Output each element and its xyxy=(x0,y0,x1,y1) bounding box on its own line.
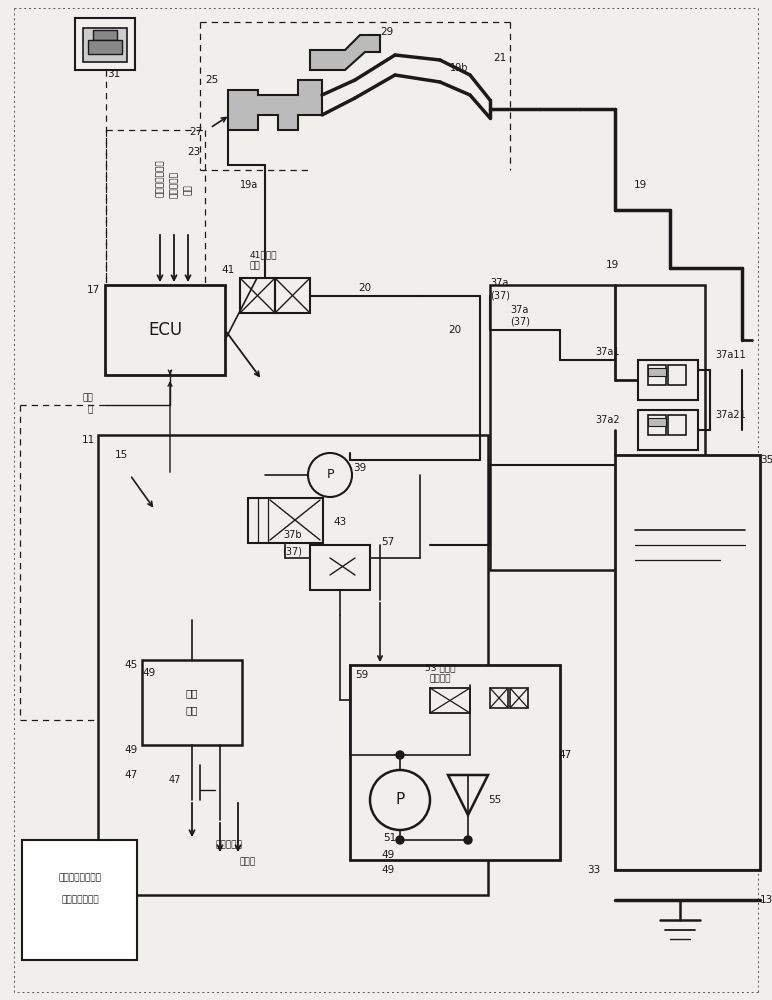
Text: 20: 20 xyxy=(358,283,371,293)
Bar xyxy=(430,688,470,713)
Text: 15: 15 xyxy=(115,450,128,460)
Bar xyxy=(248,498,323,543)
Bar xyxy=(668,365,686,385)
Polygon shape xyxy=(228,80,322,130)
Text: 箱内: 箱内 xyxy=(83,393,93,402)
Bar xyxy=(98,435,488,895)
Text: 25: 25 xyxy=(205,75,218,85)
Text: 57: 57 xyxy=(381,537,394,547)
Text: 49: 49 xyxy=(381,850,395,860)
Text: 13: 13 xyxy=(760,895,772,905)
Bar xyxy=(648,418,666,426)
Bar xyxy=(638,410,698,450)
Text: 21: 21 xyxy=(493,53,506,63)
Text: 41: 41 xyxy=(222,265,235,275)
Bar xyxy=(310,545,370,590)
Text: 警开闭位置: 警开闭位置 xyxy=(170,172,178,198)
Polygon shape xyxy=(310,35,380,70)
Text: 向进气歧管: 向进气歧管 xyxy=(215,840,242,850)
Text: 37b: 37b xyxy=(283,530,302,540)
Bar xyxy=(648,368,666,376)
Text: 35: 35 xyxy=(760,455,772,465)
Bar xyxy=(638,360,698,400)
Text: 43: 43 xyxy=(334,517,347,527)
Text: 37a21: 37a21 xyxy=(715,410,746,420)
Text: 37a2: 37a2 xyxy=(595,415,620,425)
Text: 31: 31 xyxy=(107,69,120,79)
Text: 负压泵侧: 负压泵侧 xyxy=(429,674,451,684)
Text: 的局部漏泄诊断: 的局部漏泄诊断 xyxy=(61,896,99,904)
Text: 车速: 车速 xyxy=(184,185,192,195)
Text: 55: 55 xyxy=(489,795,502,805)
Bar xyxy=(490,285,705,570)
Text: P: P xyxy=(395,792,405,808)
Text: 27: 27 xyxy=(188,127,202,137)
Text: 29: 29 xyxy=(380,27,393,37)
Text: 37a: 37a xyxy=(510,305,528,315)
Text: 47: 47 xyxy=(558,750,571,760)
Text: 11: 11 xyxy=(82,435,95,445)
Text: 37a11: 37a11 xyxy=(715,350,746,360)
Text: 47: 47 xyxy=(169,775,181,785)
Text: 圧: 圧 xyxy=(88,406,93,414)
Text: 49: 49 xyxy=(381,865,395,875)
Circle shape xyxy=(396,751,404,759)
Bar xyxy=(648,365,666,385)
Text: 47: 47 xyxy=(125,770,138,780)
Bar xyxy=(668,415,686,435)
Bar xyxy=(275,278,310,313)
Text: (37): (37) xyxy=(490,291,510,301)
Bar xyxy=(142,660,242,745)
Bar xyxy=(105,285,225,375)
Text: 59: 59 xyxy=(355,670,368,680)
Bar xyxy=(350,665,560,860)
Text: 17: 17 xyxy=(86,285,100,295)
Text: 19: 19 xyxy=(605,260,618,270)
Circle shape xyxy=(464,836,472,844)
Text: 37a1: 37a1 xyxy=(595,347,620,357)
Text: 49: 49 xyxy=(125,745,138,755)
Text: (37): (37) xyxy=(282,547,302,557)
Text: 20: 20 xyxy=(449,325,462,335)
Text: 模块: 模块 xyxy=(186,705,198,715)
Bar xyxy=(88,40,122,54)
Text: (37): (37) xyxy=(510,317,530,327)
Text: 警锁定解除操作: 警锁定解除操作 xyxy=(155,159,164,197)
Bar xyxy=(648,415,666,435)
Text: 诊断: 诊断 xyxy=(186,688,198,698)
Text: 33: 33 xyxy=(587,865,600,875)
Text: 39: 39 xyxy=(354,463,367,473)
Text: P: P xyxy=(327,468,334,482)
Text: 45: 45 xyxy=(125,660,138,670)
Bar xyxy=(240,278,275,313)
Text: 蒸发燃料密闭系统: 蒸发燃料密闭系统 xyxy=(59,874,101,882)
Text: 37a: 37a xyxy=(490,278,509,288)
Text: 19b: 19b xyxy=(450,63,469,73)
Text: 19a: 19a xyxy=(240,180,258,190)
Text: 关闭: 关闭 xyxy=(250,261,261,270)
Text: 向大气: 向大气 xyxy=(240,857,256,866)
Bar xyxy=(510,688,528,708)
Circle shape xyxy=(396,836,404,844)
Text: 19: 19 xyxy=(633,180,647,190)
Bar xyxy=(93,30,117,40)
Text: 53 切换阀: 53 切换阀 xyxy=(425,664,455,672)
Bar xyxy=(22,840,137,960)
Polygon shape xyxy=(448,775,488,815)
Text: 41密闭阀: 41密闭阀 xyxy=(250,250,277,259)
Text: 51: 51 xyxy=(384,833,397,843)
Text: 23: 23 xyxy=(187,147,200,157)
Bar xyxy=(83,28,127,62)
Bar xyxy=(490,688,508,708)
Bar xyxy=(615,455,760,870)
Text: 49: 49 xyxy=(142,668,155,678)
Bar xyxy=(75,18,135,70)
Text: ECU: ECU xyxy=(148,321,182,339)
